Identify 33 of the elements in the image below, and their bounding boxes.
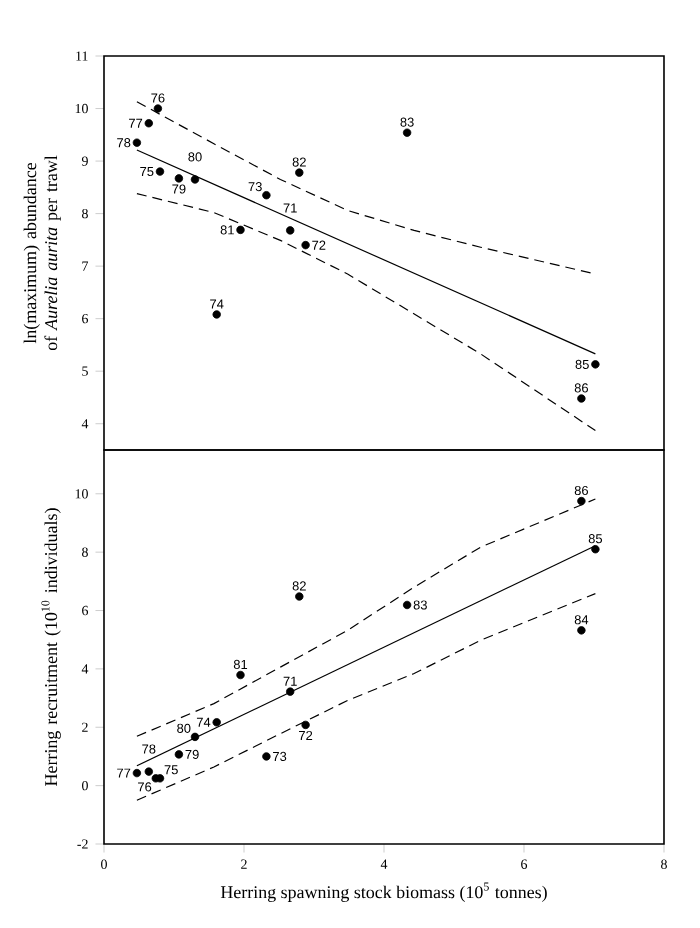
point <box>301 240 310 250</box>
point <box>155 167 165 176</box>
point <box>577 626 586 635</box>
point <box>295 168 304 177</box>
y-axis-title: Herring recruitment (10$^{10}$ individuals) <box>41 508 61 786</box>
point <box>132 768 142 778</box>
point <box>132 138 142 147</box>
point <box>236 225 245 235</box>
point <box>153 104 163 113</box>
point <box>577 394 586 403</box>
point <box>262 191 271 200</box>
point <box>262 752 271 761</box>
point <box>402 600 412 610</box>
point <box>190 732 200 742</box>
point <box>286 226 295 235</box>
point <box>591 545 600 554</box>
point <box>212 310 221 319</box>
point <box>144 767 153 776</box>
point <box>286 687 295 696</box>
point <box>236 670 245 680</box>
x-axis-title: Herring spawning stock biomass (10$^{5}$ tonnes) <box>220 882 547 902</box>
line-series <box>136 592 596 801</box>
point <box>212 718 221 727</box>
point <box>144 119 153 128</box>
point <box>295 592 304 601</box>
point <box>174 174 184 183</box>
point <box>577 496 586 506</box>
point <box>174 750 184 759</box>
point <box>151 774 160 783</box>
point <box>190 175 200 184</box>
point <box>591 360 600 369</box>
point <box>402 128 412 137</box>
point <box>301 720 310 730</box>
